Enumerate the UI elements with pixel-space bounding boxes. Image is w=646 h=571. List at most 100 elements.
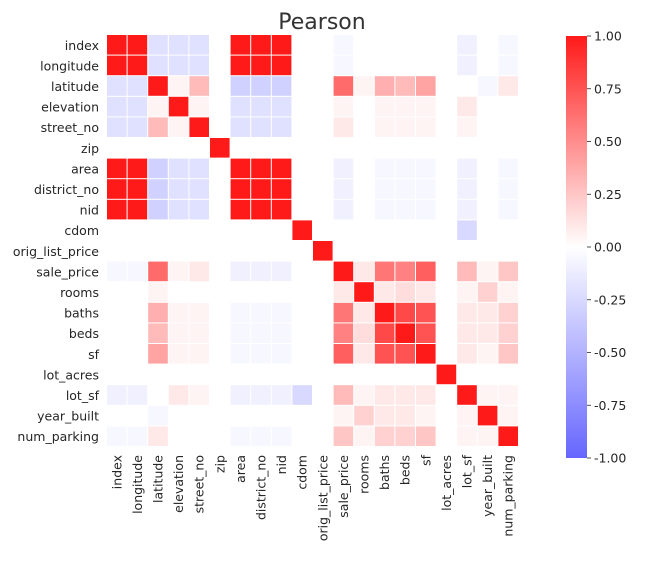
heatmap-cell-longitude-district_no <box>251 55 271 76</box>
heatmap-cell-latitude-beds <box>395 76 415 96</box>
heatmap-cell-nid-lot_sf <box>457 199 477 220</box>
heatmap-cell-sale_price-orig_list_price <box>313 261 333 282</box>
heatmap-cell-zip-area <box>230 138 251 158</box>
heatmap-cell-rooms-year_built <box>477 282 498 302</box>
heatmap-cell-district_no-longitude <box>127 179 148 199</box>
heatmap-cell-beds-district_no <box>251 323 271 343</box>
heatmap-cell-area-nid <box>271 158 292 179</box>
heatmap-cell-lot_sf-rooms <box>354 385 374 405</box>
heatmap-cell-elevation-sale_price <box>333 96 354 117</box>
heatmap-cell-rooms-latitude <box>148 282 168 302</box>
heatmap-cell-lot_sf-street_no <box>189 385 209 405</box>
heatmap-cell-num_parking-area <box>230 426 251 446</box>
heatmap-cell-lot_acres-longitude <box>127 364 148 385</box>
y-tick-label-street_no: street_no <box>41 120 99 135</box>
heatmap-cell-zip-lot_acres <box>436 138 457 158</box>
heatmap-cell-beds-sf <box>416 323 436 343</box>
heatmap-cell-lot_acres-zip <box>210 364 230 385</box>
heatmap-cell-lot_acres-year_built <box>477 364 498 385</box>
heatmap-cell-district_no-nid <box>271 179 292 199</box>
heatmap-cell-index-area <box>230 35 251 55</box>
colorbar-gradient <box>566 36 587 458</box>
heatmap-cell-lot_acres-sf <box>416 364 436 385</box>
heatmap-cell-longitude-index <box>107 55 127 76</box>
heatmap-cell-cdom-year_built <box>477 220 498 240</box>
heatmap-cell-baths-rooms <box>354 302 374 323</box>
heatmap-cell-area-latitude <box>148 158 168 179</box>
heatmap-cell-cdom-latitude <box>148 220 168 240</box>
heatmap-cell-cdom-sf <box>416 220 436 240</box>
x-tick-label-latitude: latitude <box>151 455 166 503</box>
heatmap-cell-longitude-cdom <box>292 55 312 76</box>
heatmap-cell-zip-index <box>107 138 127 158</box>
heatmap-cell-street_no-cdom <box>292 117 312 137</box>
heatmap-cell-baths-district_no <box>251 302 271 323</box>
heatmap-cell-lot_acres-lot_sf <box>457 364 477 385</box>
heatmap-cell-elevation-baths <box>374 96 395 117</box>
heatmap-cell-num_parking-rooms <box>354 426 374 446</box>
heatmap-cell-baths-longitude <box>127 302 148 323</box>
heatmap-cell-longitude-nid <box>271 55 292 76</box>
heatmap-cell-elevation-num_parking <box>498 96 518 117</box>
y-tick-label-latitude: latitude <box>51 79 99 94</box>
heatmap-cell-index-orig_list_price <box>313 35 333 55</box>
heatmap-cell-street_no-beds <box>395 117 415 137</box>
heatmap-cell-rooms-orig_list_price <box>313 282 333 302</box>
heatmap-cell-sale_price-index <box>107 261 127 282</box>
heatmap-cell-baths-street_no <box>189 302 209 323</box>
heatmap-cell-cdom-lot_sf <box>457 220 477 240</box>
heatmap-cell-latitude-orig_list_price <box>313 76 333 96</box>
heatmap-cell-cdom-index <box>107 220 127 240</box>
heatmap-cell-sale_price-district_no <box>251 261 271 282</box>
heatmap-cell-rooms-longitude <box>127 282 148 302</box>
heatmap-cell-year_built-zip <box>210 405 230 426</box>
heatmap-cell-rooms-rooms <box>354 282 374 302</box>
heatmap-cell-cdom-street_no <box>189 220 209 240</box>
heatmap-cell-sale_price-lot_acres <box>436 261 457 282</box>
heatmap-cell-lot_acres-baths <box>374 364 395 385</box>
heatmap-cell-latitude-num_parking <box>498 76 518 96</box>
heatmap-cell-longitude-baths <box>374 55 395 76</box>
heatmap-cell-nid-sale_price <box>333 199 354 220</box>
heatmap-cell-nid-beds <box>395 199 415 220</box>
heatmap-cell-num_parking-street_no <box>189 426 209 446</box>
heatmap-cell-latitude-year_built <box>477 76 498 96</box>
heatmap-cell-index-longitude <box>127 35 148 55</box>
heatmap-cell-baths-area <box>230 302 251 323</box>
heatmap-cell-beds-rooms <box>354 323 374 343</box>
heatmap-cell-area-longitude <box>127 158 148 179</box>
heatmap-cell-year_built-num_parking <box>498 405 518 426</box>
heatmap-cell-index-cdom <box>292 35 312 55</box>
heatmap-cell-lot_sf-longitude <box>127 385 148 405</box>
heatmap-cell-cdom-district_no <box>251 220 271 240</box>
heatmap-cell-baths-lot_sf <box>457 302 477 323</box>
heatmap-cell-orig_list_price-nid <box>271 241 292 261</box>
heatmap-cell-zip-nid <box>271 138 292 158</box>
x-tick-label-orig_list_price: orig_list_price <box>315 455 330 541</box>
heatmap-cell-index-beds <box>395 35 415 55</box>
heatmap-cell-sale_price-longitude <box>127 261 148 282</box>
heatmap-cell-sale_price-sale_price <box>333 261 354 282</box>
heatmap-cell-lot_acres-index <box>107 364 127 385</box>
heatmap-cell-latitude-district_no <box>251 76 271 96</box>
heatmap-cell-num_parking-index <box>107 426 127 446</box>
heatmap-cell-cdom-orig_list_price <box>313 220 333 240</box>
y-tick-label-sale_price: sale_price <box>36 264 99 279</box>
colorbar-tick-label: 0.00 <box>594 240 622 255</box>
heatmap-cell-elevation-lot_sf <box>457 96 477 117</box>
heatmap-cell-latitude-zip <box>210 76 230 96</box>
heatmap-cell-beds-area <box>230 323 251 343</box>
y-tick-label-rooms: rooms <box>60 285 99 300</box>
y-tick-label-district_no: district_no <box>34 182 99 197</box>
heatmap-cell-orig_list_price-num_parking <box>498 241 518 261</box>
heatmap-cell-beds-year_built <box>477 323 498 343</box>
heatmap-cell-lot_sf-year_built <box>477 385 498 405</box>
heatmap-cell-nid-baths <box>374 199 395 220</box>
heatmap-cell-district_no-lot_acres <box>436 179 457 199</box>
heatmap-cell-lot_sf-orig_list_price <box>313 385 333 405</box>
heatmap-cell-beds-num_parking <box>498 323 518 343</box>
heatmap-cell-orig_list_price-orig_list_price <box>313 241 333 261</box>
heatmap-cell-sf-nid <box>271 344 292 364</box>
heatmap-cell-year_built-year_built <box>477 405 498 426</box>
